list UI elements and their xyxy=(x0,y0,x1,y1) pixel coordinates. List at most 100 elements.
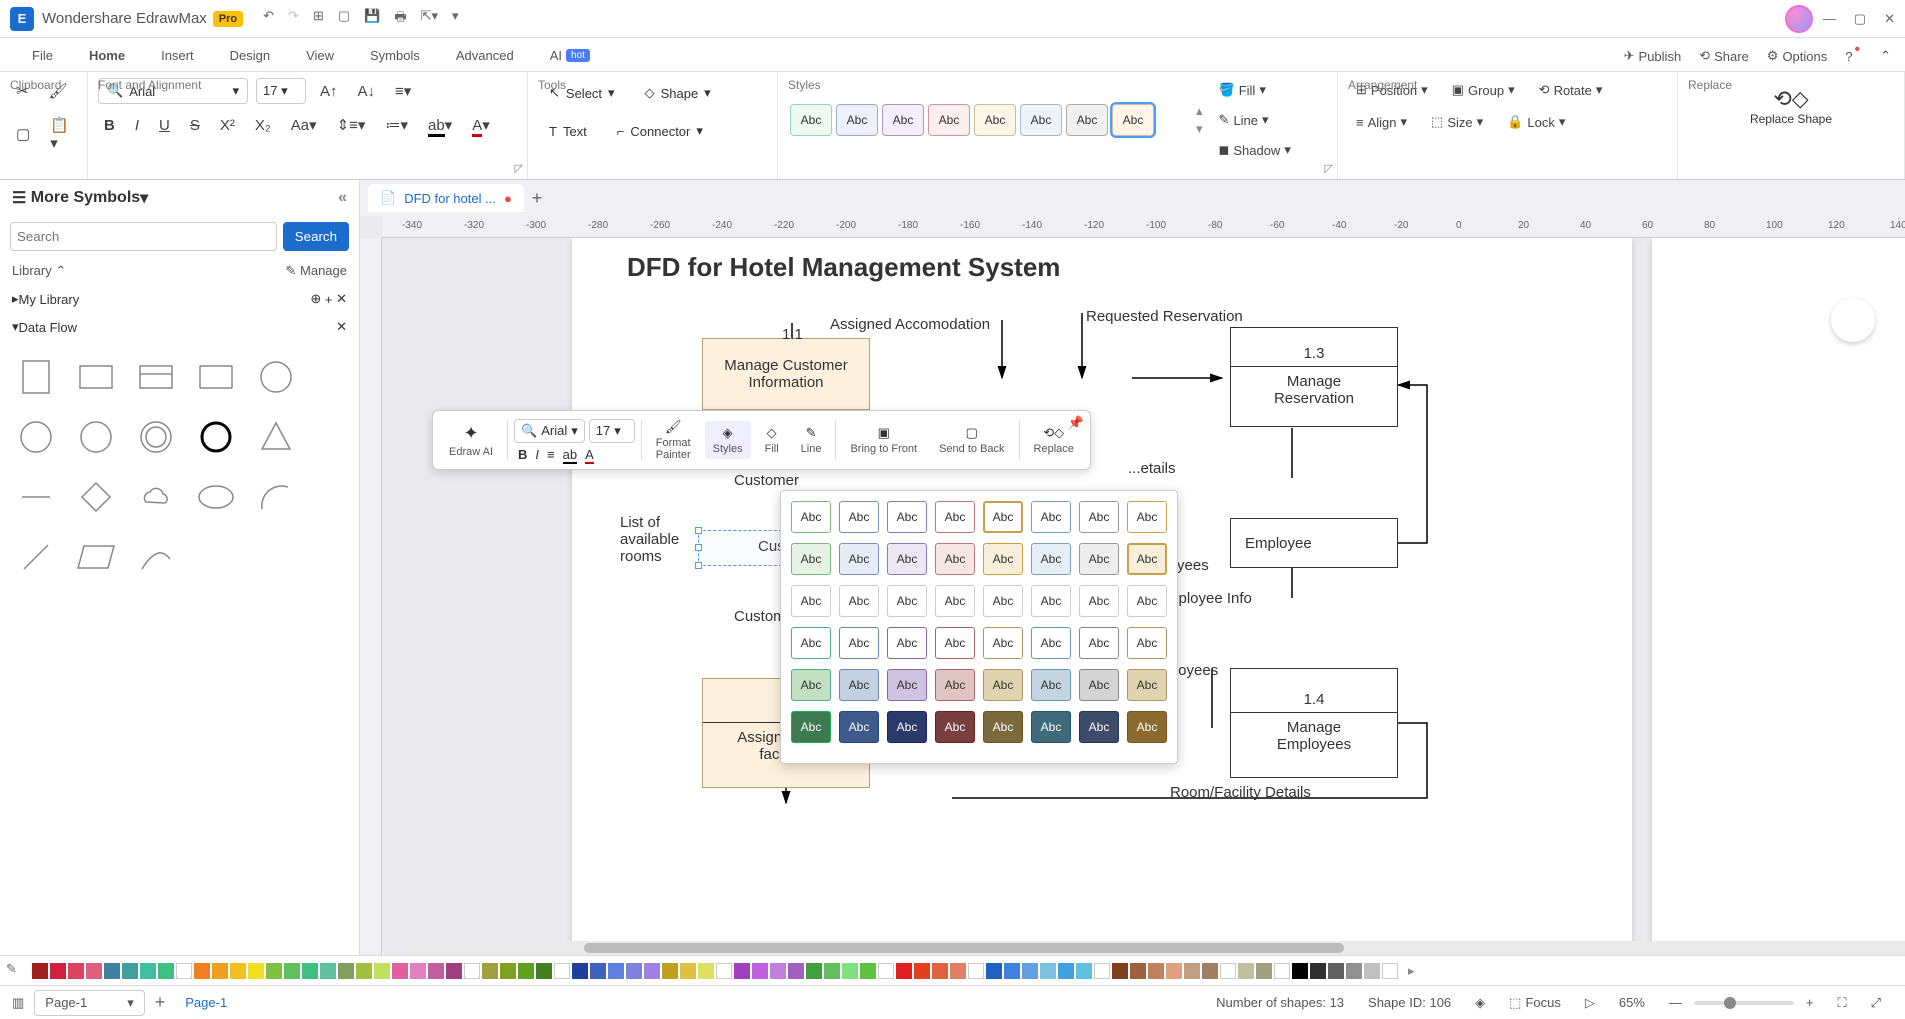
color-swatch[interactable] xyxy=(1148,963,1164,979)
italic-button[interactable]: I xyxy=(129,113,145,138)
page-link[interactable]: Page-1 xyxy=(185,995,227,1010)
color-swatch[interactable] xyxy=(698,963,714,979)
style-option[interactable]: Abc xyxy=(791,543,831,575)
color-swatch[interactable] xyxy=(446,963,462,979)
color-swatch[interactable] xyxy=(374,963,390,979)
grow-font-button[interactable]: A↑ xyxy=(314,79,344,104)
minimize-button[interactable]: — xyxy=(1823,11,1836,27)
style-option[interactable]: Abc xyxy=(1127,585,1167,617)
shape-rect[interactable] xyxy=(70,351,122,403)
float-send-back[interactable]: ▢Send to Back xyxy=(931,421,1012,459)
tab-design[interactable]: Design xyxy=(212,40,288,71)
undo-button[interactable]: ↶ xyxy=(263,8,274,30)
color-swatch[interactable] xyxy=(194,963,210,979)
size-button[interactable]: ⬚ Size▾ xyxy=(1423,110,1491,134)
font-dialog-launcher[interactable]: ◸ xyxy=(515,162,523,175)
zoom-in[interactable]: + xyxy=(1806,995,1814,1010)
zoom-slider[interactable] xyxy=(1694,1001,1794,1005)
color-swatch[interactable] xyxy=(626,963,642,979)
connector-tool[interactable]: ⌐ Connector ▾ xyxy=(606,116,714,146)
color-swatch[interactable] xyxy=(1346,963,1362,979)
publish-button[interactable]: ✈ Publish xyxy=(1624,47,1682,65)
style-scroll-down[interactable]: ▾ xyxy=(1196,121,1203,137)
font-size-select[interactable]: 17 ▾ xyxy=(256,78,306,104)
color-swatch[interactable] xyxy=(284,963,300,979)
color-swatch[interactable] xyxy=(590,963,606,979)
color-swatch[interactable] xyxy=(896,963,912,979)
line-button[interactable]: ✎ Line ▾ xyxy=(1211,108,1299,132)
shadow-button[interactable]: ◼ Shadow ▾ xyxy=(1211,138,1299,162)
float-line[interactable]: ✎Line xyxy=(793,421,830,459)
fullscreen-icon[interactable]: ⤢ xyxy=(1871,995,1881,1011)
sidebar-collapse-button[interactable]: « xyxy=(338,189,347,207)
color-swatch[interactable] xyxy=(140,963,156,979)
style-option[interactable]: Abc xyxy=(887,585,927,617)
style-option[interactable]: Abc xyxy=(935,501,975,533)
style-option[interactable]: Abc xyxy=(983,585,1023,617)
color-swatch[interactable] xyxy=(68,963,84,979)
eyedropper-icon[interactable]: ✎ xyxy=(6,961,26,981)
text-tool[interactable]: T Text xyxy=(538,117,598,146)
color-swatch[interactable] xyxy=(914,963,930,979)
color-swatch[interactable] xyxy=(716,963,732,979)
group-button[interactable]: ▣ Group▾ xyxy=(1444,78,1523,102)
tab-file[interactable]: File xyxy=(14,40,71,71)
help-button[interactable]: ?• xyxy=(1845,47,1862,65)
float-format-painter[interactable]: 🖌Format Painter xyxy=(648,415,699,465)
color-swatch[interactable] xyxy=(662,963,678,979)
shape-curve[interactable] xyxy=(130,531,182,583)
style-option[interactable]: Abc xyxy=(791,711,831,743)
color-swatch[interactable] xyxy=(464,963,480,979)
color-swatch[interactable] xyxy=(680,963,696,979)
fit-page-icon[interactable]: ⛶ xyxy=(1837,995,1846,1011)
zoom-out[interactable]: — xyxy=(1669,995,1682,1010)
symbol-search-button[interactable]: Search xyxy=(283,222,349,251)
my-library-category[interactable]: ▸ My Library ⊕ + ✕ xyxy=(0,285,359,313)
highlight-button[interactable]: ab▾ xyxy=(422,112,458,138)
shape-bold-circle[interactable] xyxy=(190,411,242,463)
styles-dialog-launcher[interactable]: ◸ xyxy=(1325,162,1333,175)
style-option[interactable]: Abc xyxy=(839,585,879,617)
shape-arc[interactable] xyxy=(250,471,302,523)
dfd-node[interactable]: Employee xyxy=(1230,518,1398,568)
bullets-button[interactable]: ≔▾ xyxy=(379,112,414,138)
style-option[interactable]: Abc xyxy=(1079,585,1119,617)
style-option[interactable]: Abc xyxy=(839,627,879,659)
style-option[interactable]: Abc xyxy=(983,669,1023,701)
style-option[interactable]: Abc xyxy=(839,669,879,701)
shape-triangle[interactable] xyxy=(250,411,302,463)
style-swatch[interactable]: Abc xyxy=(928,104,970,136)
style-option[interactable]: Abc xyxy=(1079,501,1119,533)
shape-rect-open[interactable] xyxy=(190,351,242,403)
style-option[interactable]: Abc xyxy=(1127,627,1167,659)
color-swatch[interactable] xyxy=(968,963,984,979)
style-option[interactable]: Abc xyxy=(935,711,975,743)
lock-button[interactable]: 🔒 Lock▾ xyxy=(1499,110,1573,134)
style-option[interactable]: Abc xyxy=(935,669,975,701)
color-swatch[interactable] xyxy=(482,963,498,979)
style-option[interactable]: Abc xyxy=(1127,669,1167,701)
color-swatch[interactable] xyxy=(608,963,624,979)
color-swatch[interactable] xyxy=(1328,963,1344,979)
color-swatch[interactable] xyxy=(878,963,894,979)
redo-button[interactable]: ↷ xyxy=(288,8,299,30)
style-option[interactable]: Abc xyxy=(983,711,1023,743)
color-swatch[interactable] xyxy=(1364,963,1380,979)
style-option[interactable]: Abc xyxy=(1031,543,1071,575)
shape-rect-header[interactable] xyxy=(130,351,182,403)
float-font-select[interactable]: 🔍 Arial ▾ xyxy=(514,419,585,443)
style-option[interactable]: Abc xyxy=(1031,669,1071,701)
color-swatch[interactable] xyxy=(1256,963,1272,979)
add-document-button[interactable]: + xyxy=(532,188,543,209)
color-swatch[interactable] xyxy=(1022,963,1038,979)
color-swatch[interactable] xyxy=(1076,963,1092,979)
style-option[interactable]: Abc xyxy=(1127,501,1167,533)
color-swatch[interactable] xyxy=(410,963,426,979)
color-swatch[interactable] xyxy=(428,963,444,979)
line-spacing-button[interactable]: ⇕≡▾ xyxy=(331,112,372,138)
canvas[interactable]: DFD for Hotel Management System Manage C… xyxy=(382,238,1905,955)
dfd-node[interactable]: 1.4Manage Employees xyxy=(1230,668,1398,778)
float-pin-icon[interactable]: 📌 xyxy=(1068,415,1084,431)
tab-advanced[interactable]: Advanced xyxy=(438,40,532,71)
color-swatch[interactable] xyxy=(518,963,534,979)
